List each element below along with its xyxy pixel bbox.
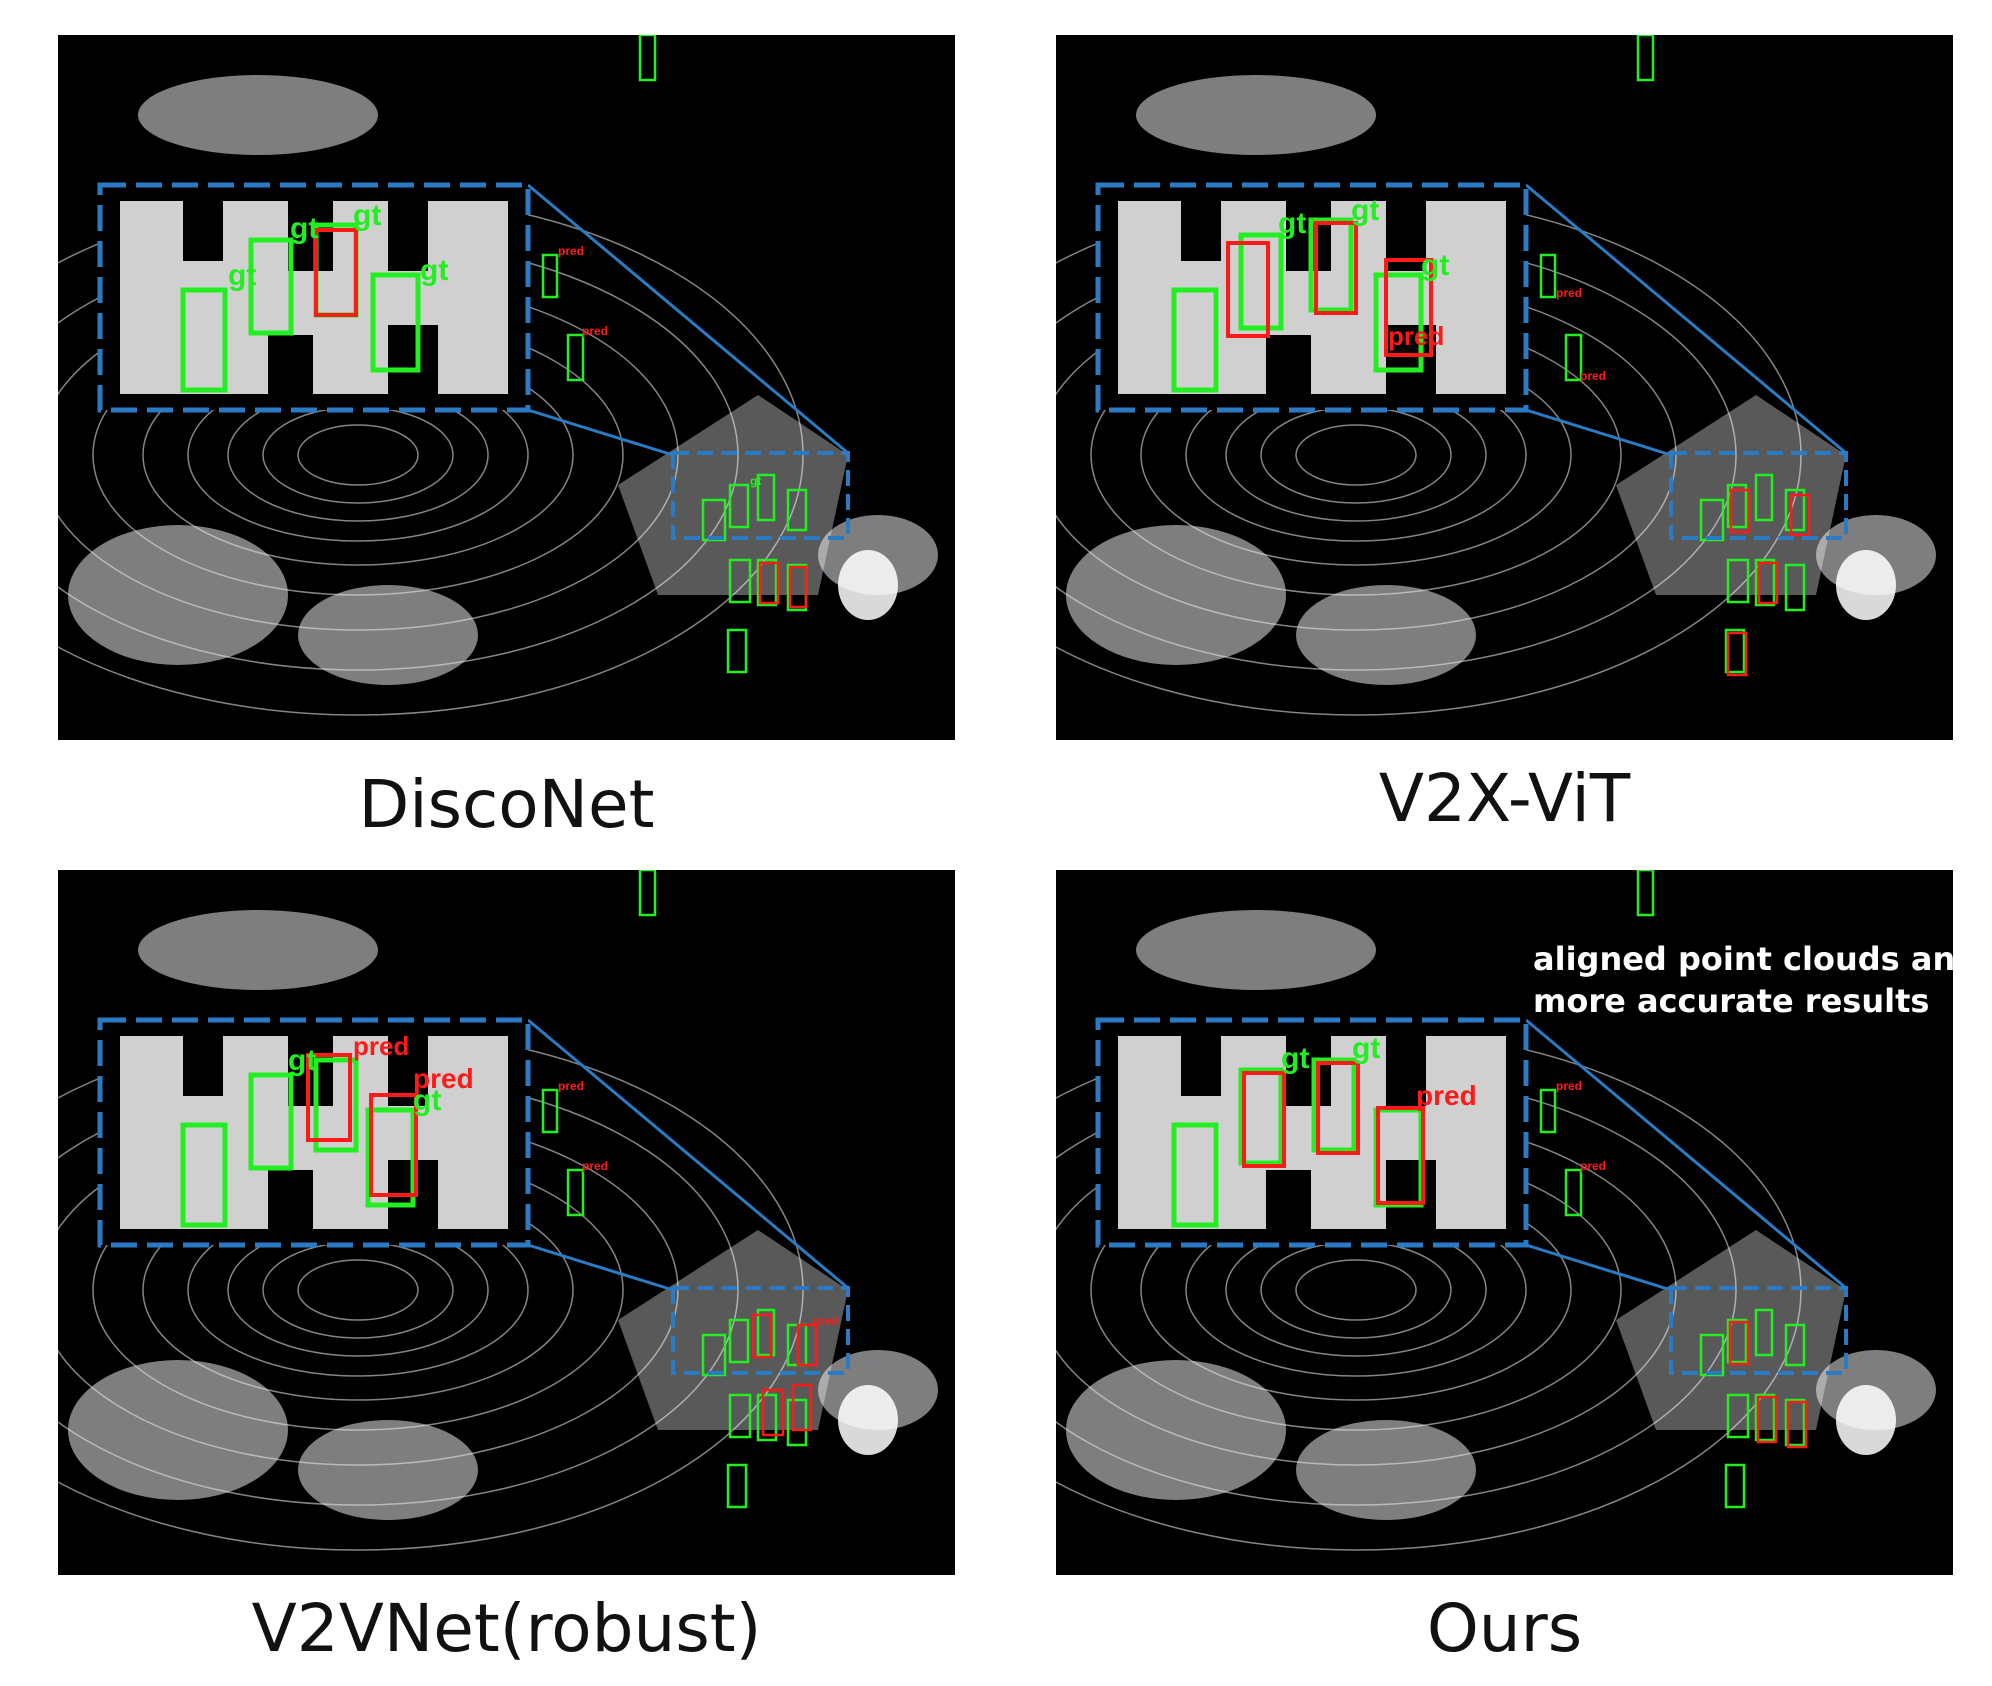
inset-pred-boxes (306, 1053, 418, 1197)
dense-points (838, 550, 898, 620)
lidar-bev-view: gt gt pred pred pred pred pred (58, 870, 955, 1575)
inset-shadows (1181, 1036, 1436, 1229)
caption-v2vnet: V2VNet(robust) (251, 1590, 762, 1667)
scene-gt-boxes (1539, 35, 1806, 674)
inset-pred-boxes (314, 228, 358, 317)
panel-v2vnet: gt gt pred pred pred pred pred (58, 870, 955, 1575)
zoom-connector-lines (527, 183, 849, 457)
inset-gt-label: gt (1281, 1042, 1309, 1075)
inset-shadows (183, 201, 438, 394)
caption-disconet: DiscoNet (358, 766, 655, 843)
detection-region-frame (1669, 1286, 1848, 1375)
zoom-inset: gt gt gt gt (120, 199, 508, 394)
inset-gt-boxes (1171, 217, 1424, 393)
inset-gt-label: gt (228, 259, 256, 292)
caption-v2x-vit: V2X-ViT (1378, 760, 1631, 837)
annotation-line-1: aligned point clouds and (1533, 940, 1953, 978)
scene-gt-boxes (1539, 870, 1806, 1509)
dense-points (1836, 550, 1896, 620)
scene-pred-boxes (1728, 1320, 1808, 1449)
ground-sweep (618, 395, 848, 595)
lidar-bev-view: gt gt gt gt pred pred gt (58, 35, 955, 740)
zoom-inset: gt gt pred (1118, 1032, 1506, 1229)
lidar-bev-view: gt gt gt pred pred pred (1056, 35, 1953, 740)
scene-pred-label: pred (558, 244, 584, 258)
scene-pred-label: pred (558, 1079, 584, 1093)
inset-gt-label: gt (1352, 1032, 1380, 1065)
inset-pred-label: pred (353, 1031, 409, 1061)
inset-gt-boxes (180, 1057, 416, 1228)
inset-gt-label: gt (353, 199, 381, 232)
zoom-connector-lines (1525, 1018, 1847, 1292)
lidar-bev-view: gt gt pred pred pred aligned point cloud… (1056, 870, 1953, 1575)
zoom-inset: gt gt pred pred (120, 1031, 508, 1229)
dense-points (1836, 1385, 1896, 1455)
inset-pred-boxes (1226, 221, 1433, 357)
scene-pred-boxes (1726, 488, 1811, 677)
panel-disconet: gt gt gt gt pred pred gt (58, 35, 955, 740)
inset-gt-label: gt (1278, 207, 1306, 240)
caption-ours: Ours (1426, 1590, 1583, 1667)
detection-region-frame (1669, 451, 1848, 540)
zoom-connector-lines (1525, 183, 1847, 457)
scene-pred-label: pred (582, 1159, 608, 1173)
scene-pred-label: pred (1556, 1079, 1582, 1093)
detection-region-frame (671, 451, 850, 540)
inset-pred-label: pred (1388, 321, 1444, 351)
scene-pred-label: pred (582, 324, 608, 338)
zoom-connector-lines (527, 1018, 849, 1292)
inset-gt-label: gt (1421, 249, 1449, 282)
inset-pred-label: pred (413, 1063, 474, 1094)
zoom-inset: gt gt gt pred (1118, 194, 1506, 394)
dense-points (838, 1385, 898, 1455)
panel-ours: gt gt pred pred pred aligned point cloud… (1056, 870, 1953, 1575)
scene-pred-label: pred (813, 1314, 839, 1328)
scene-pred-label: pred (1556, 286, 1582, 300)
scene-gt-boxes (541, 870, 808, 1509)
ground-sweep (618, 1230, 848, 1430)
scene-pred-label: pred (1580, 1159, 1606, 1173)
inset-gt-label: gt (288, 1044, 316, 1077)
inset-pred-boxes (1242, 1061, 1425, 1205)
inset-gt-label: gt (1351, 194, 1379, 227)
scene-pred-boxes (758, 561, 808, 609)
panel-v2x-vit: gt gt gt pred pred pred (1056, 35, 1953, 740)
annotation-line-2: more accurate results (1533, 982, 1929, 1020)
scene-gt-label: gt (750, 474, 761, 488)
inset-gt-label: gt (420, 254, 448, 287)
scene-pred-boxes (751, 1313, 818, 1437)
detection-region-frame (671, 1286, 850, 1375)
inset-gt-label: gt (413, 1084, 441, 1117)
vegetation-points (68, 910, 938, 1520)
scene-pred-label: pred (1580, 369, 1606, 383)
inset-pred-label: pred (1416, 1080, 1477, 1111)
inset-gt-label: gt (290, 212, 318, 245)
